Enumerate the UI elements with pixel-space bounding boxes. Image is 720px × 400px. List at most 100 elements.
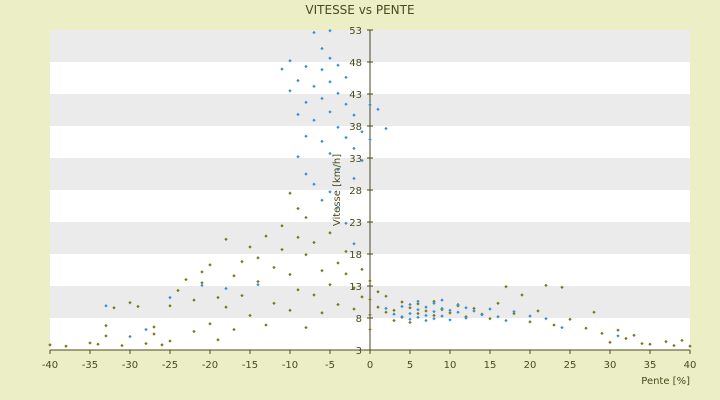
- scatter-point: [224, 305, 228, 309]
- y-tick-label: 43: [349, 90, 362, 101]
- chart-title: VITESSE vs PENTE: [305, 3, 414, 17]
- x-tick-label: -20: [202, 360, 218, 371]
- scatter-point: [136, 304, 140, 309]
- scatter-point: [168, 295, 172, 300]
- x-tick-labels: -40 -35 -30 -25 -20 -15 -10 -5 0 5 10 15 20 25 30 35 40: [42, 360, 697, 371]
- x-tick-label: -15: [242, 360, 258, 371]
- scatter-point: [208, 322, 212, 326]
- y-tick-label: 48: [349, 58, 362, 69]
- scatter-point: [632, 333, 636, 337]
- scatter-point: [128, 334, 132, 339]
- scatter-point: [88, 341, 92, 345]
- scatter-point: [544, 316, 548, 321]
- x-tick-label: 20: [524, 360, 537, 371]
- scatter-point: [312, 30, 316, 35]
- scatter-point: [608, 340, 612, 345]
- scatter-point: [344, 102, 348, 106]
- x-tick-label: -35: [82, 360, 98, 371]
- scatter-point: [200, 281, 204, 285]
- scatter-point: [48, 343, 52, 347]
- y-tick-label: 38: [349, 122, 362, 133]
- scatter-point: [184, 277, 188, 282]
- scatter-point: [560, 285, 564, 289]
- scatter-point: [144, 341, 148, 346]
- x-tick-label: -5: [325, 360, 335, 371]
- scatter-point: [512, 309, 516, 314]
- scatter-point: [216, 295, 220, 300]
- x-tick-label: -40: [42, 360, 58, 371]
- scatter-point: [224, 237, 228, 241]
- y-tick-label: 53: [349, 26, 362, 37]
- scatter-point: [328, 80, 332, 84]
- scatter-point: [200, 283, 204, 288]
- y-tick-label: 28: [349, 186, 362, 197]
- scatter-point: [288, 59, 292, 63]
- scatter-point: [328, 110, 332, 114]
- scatter-point: [168, 339, 172, 343]
- scatter-point: [104, 304, 108, 308]
- scatter-point: [128, 300, 132, 305]
- scatter-point: [688, 344, 692, 348]
- scatter-point: [192, 329, 196, 334]
- scatter-point: [560, 325, 564, 330]
- scatter-point: [216, 338, 220, 342]
- scatter-point: [344, 75, 348, 80]
- scatter-point: [376, 107, 380, 112]
- scatter-point: [640, 341, 644, 346]
- y-tick-label: 33: [349, 154, 362, 165]
- x-tick-label: -30: [122, 360, 138, 371]
- x-tick-label: 15: [484, 360, 497, 371]
- scatter-point: [232, 327, 236, 332]
- scatter-point: [336, 63, 340, 67]
- scatter-point: [232, 274, 236, 278]
- scatter-point: [568, 317, 572, 321]
- scatter-point: [296, 78, 300, 83]
- x-tick-label: 5: [407, 360, 413, 371]
- scatter-point: [304, 100, 308, 105]
- scatter-point: [320, 46, 324, 51]
- y-tick-label: 8: [356, 314, 362, 325]
- x-tick-label: -10: [282, 360, 298, 371]
- scatter-point: [240, 293, 244, 298]
- scatter-point: [320, 67, 324, 72]
- scatter-point: [616, 328, 620, 332]
- axes: [49, 29, 691, 354]
- scatter-point: [200, 270, 204, 274]
- scatter-point: [368, 103, 372, 107]
- x-tick-label: 35: [644, 360, 657, 371]
- scatter-point: [192, 298, 196, 302]
- x-axis-label: Pente [%]: [641, 376, 690, 387]
- scatter-point: [208, 263, 212, 267]
- scatter-point: [312, 84, 316, 89]
- y-axis-label: Vitesse [km/h]: [332, 154, 343, 226]
- y-tick-label: 3: [356, 346, 362, 357]
- x-tick-label: 25: [564, 360, 577, 371]
- x-tick-label: 10: [444, 360, 457, 371]
- scatter-point: [336, 91, 340, 96]
- y-tick-label: 13: [349, 282, 362, 293]
- scatter-point: [224, 286, 228, 291]
- scatter-point: [312, 118, 316, 122]
- scatter-point: [624, 336, 628, 341]
- x-tick-label: 30: [604, 360, 617, 371]
- scatter-point: [248, 313, 252, 318]
- x-tick-label: -25: [162, 360, 178, 371]
- scatter-point: [104, 323, 108, 328]
- x-tick-label: 40: [684, 360, 697, 371]
- scatter-point: [328, 56, 332, 60]
- scatter-point: [120, 343, 124, 348]
- scatter-point: [168, 304, 172, 308]
- y-tick-label: 18: [349, 250, 362, 261]
- scatter-point: [144, 327, 148, 332]
- scatter-point: [616, 334, 620, 338]
- x-tick-label: 0: [367, 360, 373, 371]
- scatter-point: [160, 343, 164, 347]
- y-tick-label: 23: [349, 218, 362, 229]
- scatter-point: [152, 332, 156, 336]
- scatter-point: [96, 342, 100, 346]
- scatter-point: [152, 325, 156, 329]
- scatter-point: [240, 259, 244, 264]
